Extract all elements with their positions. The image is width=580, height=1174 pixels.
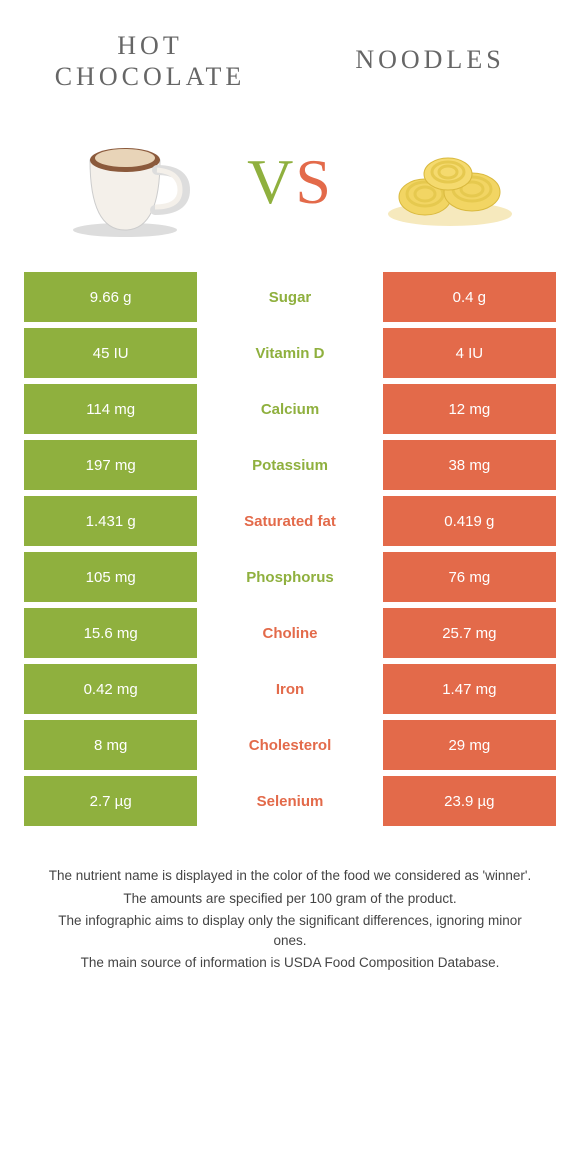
right-value-cell: 38 mg — [383, 440, 556, 490]
left-value-cell: 1.431 g — [24, 496, 197, 546]
right-food-title: NOODLES — [330, 30, 530, 92]
footer-line-2: The amounts are specified per 100 gram o… — [40, 889, 540, 909]
left-value-cell: 197 mg — [24, 440, 197, 490]
nutrient-label-cell: Selenium — [203, 776, 376, 826]
hot-chocolate-image — [60, 122, 200, 242]
vs-v: V — [247, 146, 295, 217]
right-value-cell: 76 mg — [383, 552, 556, 602]
left-value-cell: 8 mg — [24, 720, 197, 770]
nutrient-table: 9.66 gSugar0.4 g 45 IUVitamin D4 IU 114 mg… — [20, 272, 560, 826]
left-food-title: HOT CHOCOLATE — [50, 30, 250, 92]
nutrient-row: 105 mgPhosphorus76 mg — [24, 552, 556, 602]
right-value-cell: 29 mg — [383, 720, 556, 770]
left-value-cell: 9.66 g — [24, 272, 197, 322]
hero-row: VS — [20, 112, 560, 272]
nutrient-label-cell: Vitamin D — [203, 328, 376, 378]
right-value-cell: 0.419 g — [383, 496, 556, 546]
nutrient-label-cell: Sugar — [203, 272, 376, 322]
right-value-cell: 4 IU — [383, 328, 556, 378]
left-title-line2: CHOCOLATE — [55, 62, 246, 91]
nutrient-row: 9.66 gSugar0.4 g — [24, 272, 556, 322]
footer-line-1: The nutrient name is displayed in the co… — [40, 866, 540, 886]
left-value-cell: 15.6 mg — [24, 608, 197, 658]
footer-line-4: The main source of information is USDA F… — [40, 953, 540, 973]
nutrient-label-cell: Phosphorus — [203, 552, 376, 602]
left-title-line1: HOT — [117, 31, 182, 60]
nutrient-label-cell: Calcium — [203, 384, 376, 434]
right-value-cell: 1.47 mg — [383, 664, 556, 714]
left-value-cell: 0.42 mg — [24, 664, 197, 714]
right-value-cell: 0.4 g — [383, 272, 556, 322]
footer-notes: The nutrient name is displayed in the co… — [20, 866, 560, 973]
nutrient-label-cell: Potassium — [203, 440, 376, 490]
footer-line-3: The infographic aims to display only the… — [40, 911, 540, 952]
noodles-image — [380, 122, 520, 242]
left-value-cell: 114 mg — [24, 384, 197, 434]
left-value-cell: 2.7 µg — [24, 776, 197, 826]
right-value-cell: 25.7 mg — [383, 608, 556, 658]
right-title-text: NOODLES — [355, 45, 504, 74]
nutrient-label-cell: Cholesterol — [203, 720, 376, 770]
nutrient-row: 0.42 mgIron1.47 mg — [24, 664, 556, 714]
nutrient-row: 8 mgCholesterol29 mg — [24, 720, 556, 770]
nutrient-row: 197 mgPotassium38 mg — [24, 440, 556, 490]
nutrient-row: 114 mgCalcium12 mg — [24, 384, 556, 434]
nutrient-label-cell: Saturated fat — [203, 496, 376, 546]
vs-label: VS — [247, 145, 333, 219]
nutrient-row: 1.431 gSaturated fat0.419 g — [24, 496, 556, 546]
titles-row: HOT CHOCOLATE NOODLES — [20, 20, 560, 112]
nutrient-row: 45 IUVitamin D4 IU — [24, 328, 556, 378]
vs-s: S — [295, 146, 333, 217]
right-value-cell: 23.9 µg — [383, 776, 556, 826]
left-value-cell: 105 mg — [24, 552, 197, 602]
nutrient-label-cell: Choline — [203, 608, 376, 658]
nutrient-label-cell: Iron — [203, 664, 376, 714]
nutrient-row: 2.7 µgSelenium23.9 µg — [24, 776, 556, 826]
nutrient-row: 15.6 mgCholine25.7 mg — [24, 608, 556, 658]
left-value-cell: 45 IU — [24, 328, 197, 378]
right-value-cell: 12 mg — [383, 384, 556, 434]
